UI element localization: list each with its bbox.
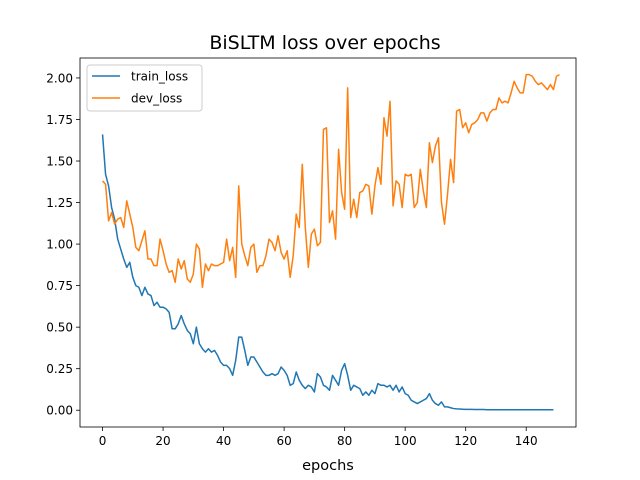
y-tick-label: 0.75 [46, 279, 73, 293]
legend-label-train_loss: train_loss [131, 70, 188, 84]
x-tick-label: 80 [337, 434, 352, 448]
y-tick-label: 2.00 [46, 71, 73, 85]
axes-frame [79, 57, 577, 428]
x-tick-label: 20 [155, 434, 170, 448]
y-tick-label: 1.00 [46, 238, 73, 252]
x-axis-ticks: 0 20 40 60 80 100 120 140 [99, 427, 538, 448]
x-tick-label: 40 [216, 434, 231, 448]
x-axis-title: epochs [302, 458, 354, 474]
y-tick-label: 0.00 [46, 404, 73, 418]
x-tick-label: 140 [515, 434, 538, 448]
x-tick-label: 0 [99, 434, 107, 448]
legend-label-dev_loss: dev_loss [131, 92, 182, 106]
y-tick-label: 0.25 [46, 362, 73, 376]
series-line-dev_loss [101, 73, 560, 289]
y-axis-ticks: 0.00 0.25 0.50 0.75 1.00 1.25 1.50 1.75 2.00 [46, 71, 80, 418]
y-tick-label: 1.25 [46, 196, 73, 210]
y-tick-label: 1.50 [46, 155, 73, 169]
legend: train_loss dev_loss [86, 64, 203, 112]
y-tick-label: 0.50 [46, 321, 73, 335]
chart-title: BiSLTM loss over epochs [209, 32, 440, 54]
x-tick-label: 60 [276, 434, 291, 448]
series-line-train_loss [101, 134, 554, 411]
plot-area [79, 57, 577, 428]
x-tick-label: 120 [454, 434, 477, 448]
y-tick-label: 1.75 [46, 113, 73, 127]
x-tick-label: 100 [394, 434, 417, 448]
